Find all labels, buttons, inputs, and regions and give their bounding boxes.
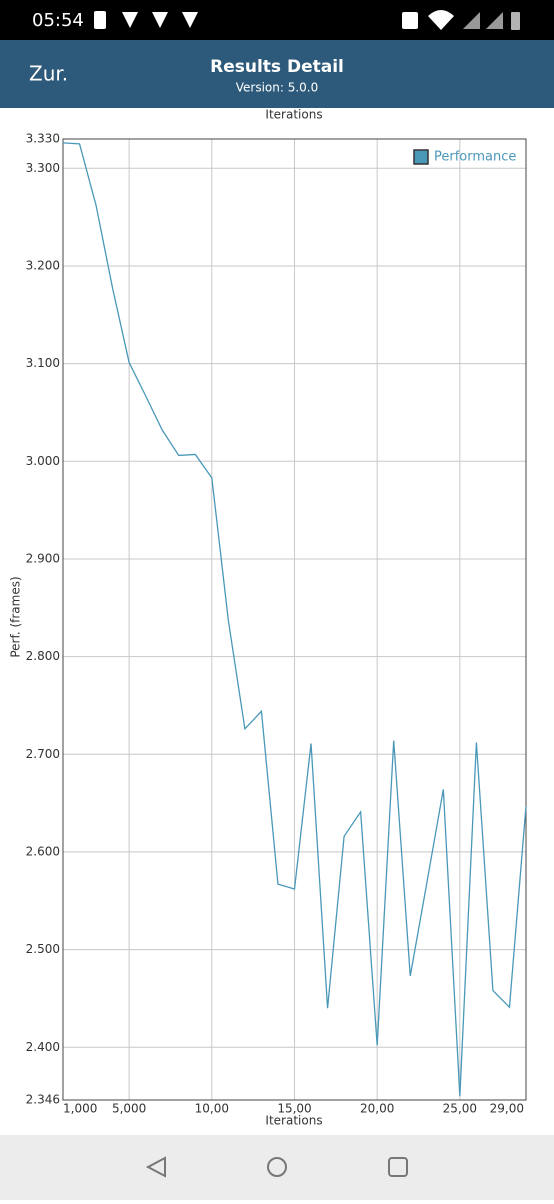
clock: 05:54 xyxy=(32,10,84,31)
y-tick-label: 2.346 xyxy=(26,1093,60,1107)
y-tick-label: 3.000 xyxy=(26,454,60,468)
back-button[interactable]: Zur. xyxy=(29,62,68,86)
nav-home[interactable] xyxy=(267,1157,287,1177)
nav-recent[interactable] xyxy=(388,1157,408,1177)
y-tick-label: 2.700 xyxy=(26,747,60,761)
status-icons xyxy=(94,10,520,30)
nav-back[interactable] xyxy=(145,1156,166,1178)
y-tick-label: 2.400 xyxy=(26,1040,60,1054)
y-axis-label: Perf. (frames) xyxy=(9,576,23,657)
x-axis-label: Iterations xyxy=(265,1114,322,1128)
x-tick-label: 25,00 xyxy=(443,1102,477,1116)
y-tick-label: 2.500 xyxy=(26,942,60,956)
header-subtitle: Version: 5.0.0 xyxy=(236,81,319,95)
x-tick-label: 5,000 xyxy=(112,1102,146,1116)
x-tick-label: 29,00 xyxy=(490,1102,524,1116)
y-tick-label: 2.900 xyxy=(26,551,60,565)
data-line xyxy=(62,142,527,1097)
x-tick-label: 1,000 xyxy=(63,1102,97,1116)
legend-label: Performance xyxy=(434,150,516,165)
x-axis-top-label: Iterations xyxy=(265,108,322,122)
y-tick-label: 2.800 xyxy=(26,649,60,663)
y-tick-label: 3.200 xyxy=(26,258,60,272)
header-title: Results Detail xyxy=(210,57,344,77)
status-bar xyxy=(0,0,554,40)
x-tick-label: 10,00 xyxy=(195,1102,229,1116)
x-tick-label: 20,00 xyxy=(360,1102,394,1116)
legend-swatch xyxy=(413,149,429,165)
nav-bar xyxy=(0,1135,554,1200)
y-tick-label: 3.330 xyxy=(26,132,60,146)
y-tick-label: 2.600 xyxy=(26,844,60,858)
app-header xyxy=(0,40,554,108)
x-tick-label: 15,00 xyxy=(277,1102,311,1116)
y-tick-label: 3.100 xyxy=(26,356,60,370)
y-tick-label: 3.300 xyxy=(26,161,60,175)
plot-frame xyxy=(62,138,527,1101)
